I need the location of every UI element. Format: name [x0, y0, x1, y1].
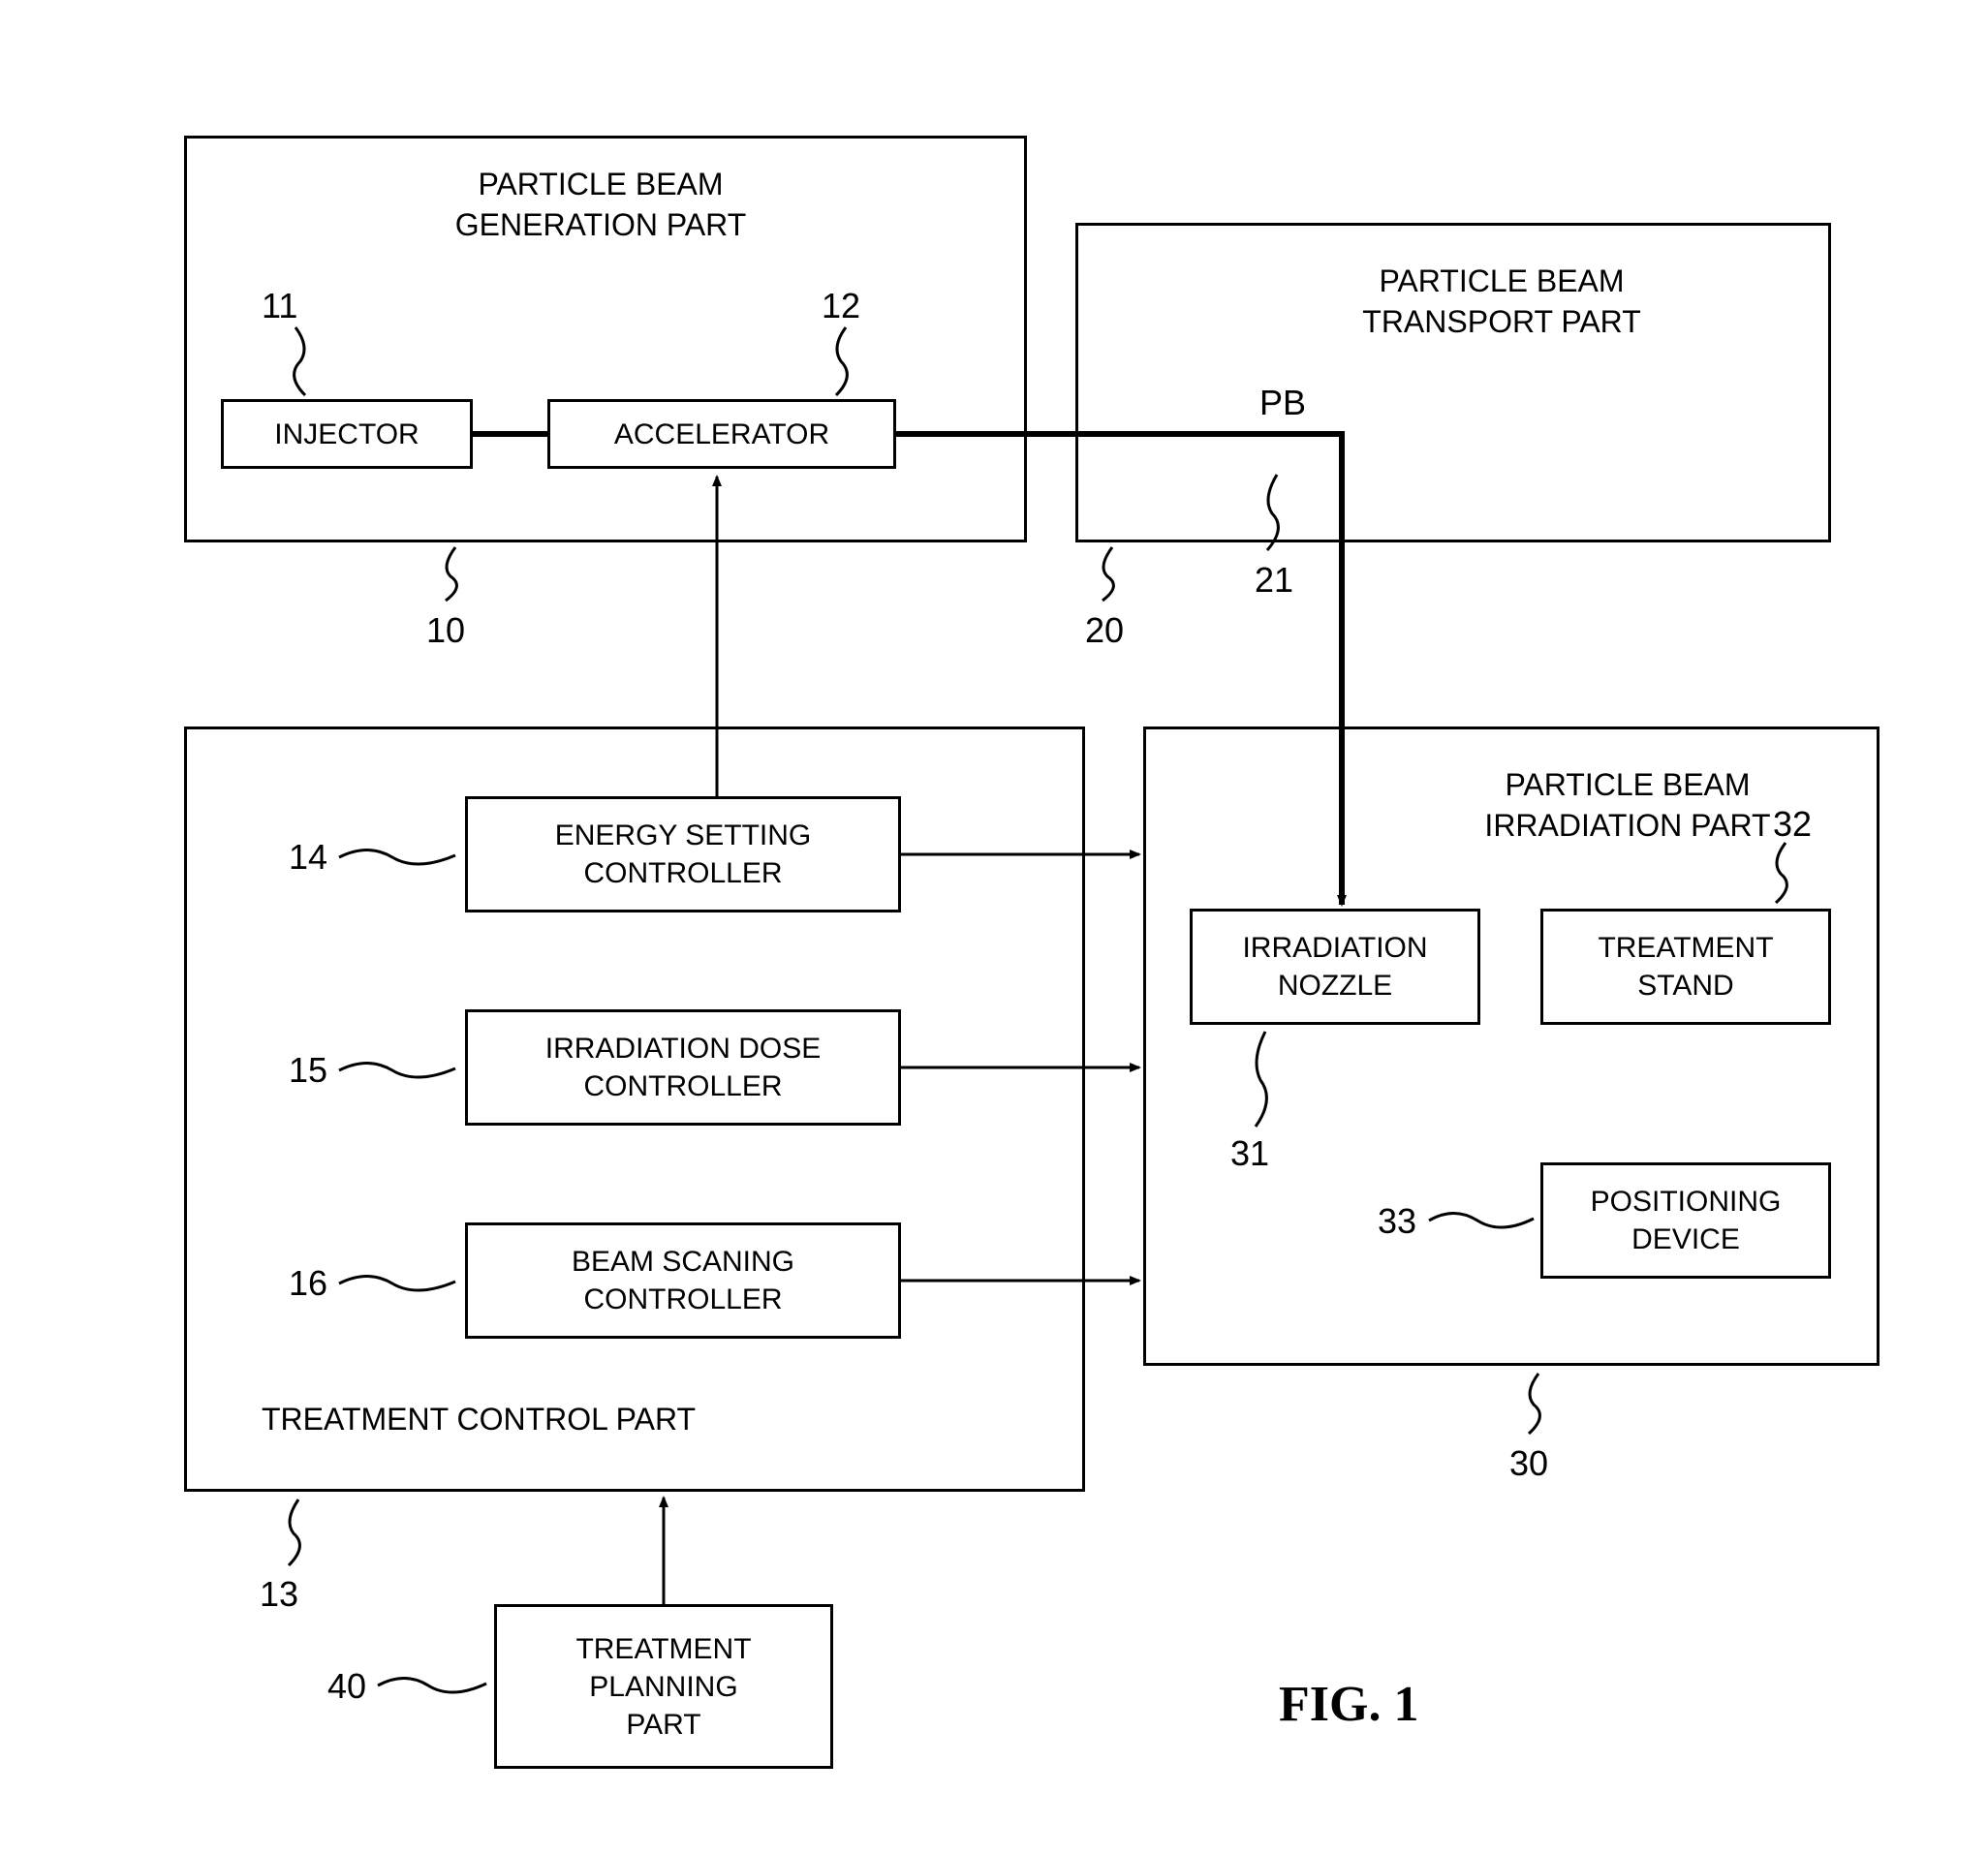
squiggle-32	[1752, 843, 1810, 906]
ref-40: 40	[327, 1666, 366, 1707]
generation-title: PARTICLE BEAM GENERATION PART	[358, 165, 843, 245]
squiggle-21	[1248, 475, 1306, 552]
transport-title: PARTICLE BEAM TRANSPORT PART	[1259, 262, 1744, 342]
ref-32: 32	[1773, 804, 1812, 845]
squiggle-15	[339, 1051, 460, 1090]
positioning-label: POSITIONING DEVICE	[1591, 1183, 1782, 1258]
dose-controller-box: IRRADIATION DOSE CONTROLLER	[465, 1009, 901, 1126]
positioning-box: POSITIONING DEVICE	[1540, 1162, 1831, 1279]
accelerator-label: ACCELERATOR	[614, 416, 829, 453]
accelerator-box: ACCELERATOR	[547, 399, 896, 469]
squiggle-40	[378, 1666, 489, 1705]
ref-20: 20	[1085, 610, 1124, 651]
ref-13: 13	[260, 1574, 298, 1615]
squiggle-13	[269, 1499, 327, 1567]
stand-label: TREATMENT STAND	[1598, 929, 1773, 1005]
ref-16: 16	[289, 1263, 327, 1304]
ref-11: 11	[262, 286, 297, 326]
squiggle-20	[1083, 547, 1141, 605]
squiggle-12	[822, 327, 870, 395]
energy-controller-box: ENERGY SETTING CONTROLLER	[465, 796, 901, 912]
squiggle-31	[1236, 1032, 1294, 1128]
ref-33: 33	[1378, 1201, 1416, 1242]
ref-12: 12	[822, 286, 860, 326]
scanning-controller-box: BEAM SCANING CONTROLLER	[465, 1222, 901, 1339]
squiggle-33	[1429, 1201, 1536, 1240]
figure-label: FIG. 1	[1279, 1676, 1418, 1733]
stand-box: TREATMENT STAND	[1540, 909, 1831, 1025]
nozzle-box: IRRADIATION NOZZLE	[1190, 909, 1480, 1025]
dose-controller-label: IRRADIATION DOSE CONTROLLER	[545, 1030, 821, 1105]
control-title: TREATMENT CONTROL PART	[262, 1400, 804, 1440]
ref-31: 31	[1230, 1133, 1269, 1174]
ref-10: 10	[426, 610, 465, 651]
nozzle-label: IRRADIATION NOZZLE	[1242, 929, 1427, 1005]
pb-label: PB	[1259, 383, 1306, 423]
injector-label: INJECTOR	[274, 416, 419, 453]
planning-box: TREATMENT PLANNING PART	[494, 1604, 833, 1769]
ref-21: 21	[1255, 560, 1293, 601]
scanning-controller-label: BEAM SCANING CONTROLLER	[572, 1243, 794, 1318]
planning-label: TREATMENT PLANNING PART	[575, 1630, 751, 1744]
ref-14: 14	[289, 837, 327, 878]
ref-15: 15	[289, 1050, 327, 1091]
squiggle-30	[1509, 1374, 1568, 1437]
energy-controller-label: ENERGY SETTING CONTROLLER	[555, 817, 812, 892]
squiggle-11	[281, 327, 329, 395]
injector-box: INJECTOR	[221, 399, 473, 469]
squiggle-16	[339, 1264, 460, 1303]
squiggle-10	[426, 547, 484, 605]
squiggle-14	[339, 838, 460, 877]
ref-30: 30	[1509, 1443, 1548, 1484]
